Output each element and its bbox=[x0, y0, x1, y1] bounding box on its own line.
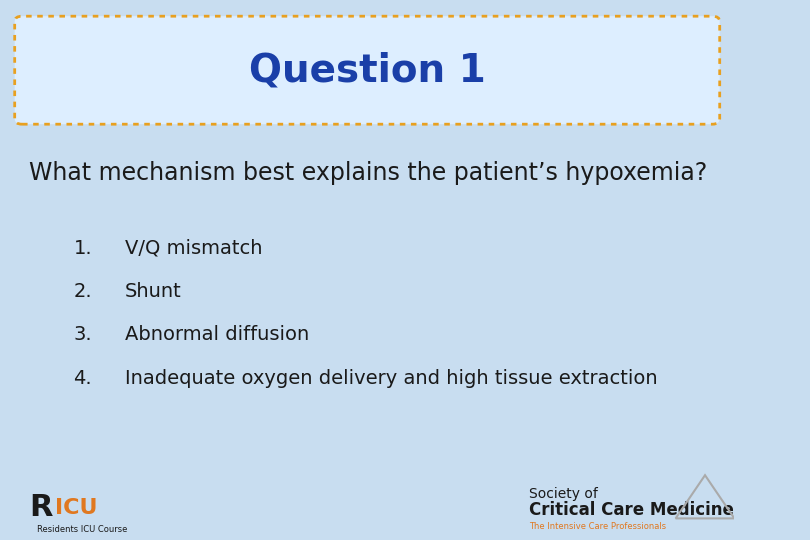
Text: 2.: 2. bbox=[74, 282, 92, 301]
Text: ICU: ICU bbox=[55, 497, 97, 518]
Text: Shunt: Shunt bbox=[125, 282, 181, 301]
Text: Critical Care Medicine: Critical Care Medicine bbox=[529, 501, 734, 519]
Text: Question 1: Question 1 bbox=[249, 51, 485, 89]
Text: What mechanism best explains the patient’s hypoxemia?: What mechanism best explains the patient… bbox=[29, 161, 708, 185]
Text: Abnormal diffusion: Abnormal diffusion bbox=[125, 325, 309, 345]
Text: Inadequate oxygen delivery and high tissue extraction: Inadequate oxygen delivery and high tiss… bbox=[125, 368, 658, 388]
Text: V/Q mismatch: V/Q mismatch bbox=[125, 239, 262, 258]
FancyBboxPatch shape bbox=[15, 16, 720, 124]
Text: 4.: 4. bbox=[74, 368, 92, 388]
Text: The Intensive Care Professionals: The Intensive Care Professionals bbox=[529, 522, 666, 531]
Text: Society of: Society of bbox=[529, 487, 598, 501]
Text: 1.: 1. bbox=[74, 239, 92, 258]
Text: Residents ICU Course: Residents ICU Course bbox=[36, 525, 127, 534]
Text: 3.: 3. bbox=[74, 325, 92, 345]
Text: R: R bbox=[29, 493, 53, 522]
